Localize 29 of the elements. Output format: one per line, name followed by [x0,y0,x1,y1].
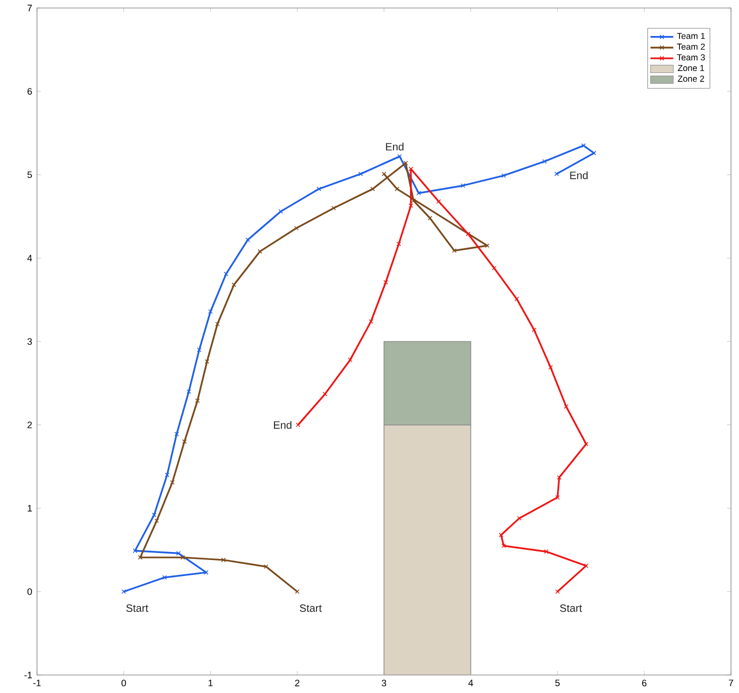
x-tick-label: 5 [555,680,560,686]
x-tick-label: 3 [382,680,386,686]
y-tick-label: 6 [28,88,32,95]
x-tick-label: 2 [295,680,300,686]
annotation: End [274,420,292,429]
legend-label: Team 2 [677,44,705,50]
annotation: Start [560,604,582,612]
legend-label: Team 1 [677,32,705,39]
annotation: End [386,142,404,151]
legend-label: Zone 1 [678,65,704,72]
annotation: Start [300,604,322,612]
x-tick-label: 0 [122,680,126,686]
legend-label: Team 3 [677,54,705,60]
y-tick-label: 1 [28,505,32,512]
annotation: Start [126,604,148,612]
y-tick-label: 5 [27,171,32,178]
x-tick-label: 6 [642,680,646,686]
y-tick-label: -1 [24,672,32,678]
x-tick-label: 4 [468,680,474,686]
y-tick-label: 7 [28,4,32,12]
annotation: End [570,171,588,180]
x-tick-label: 7 [728,680,734,686]
y-tick-label: 2 [28,422,32,428]
legend-label: Zone 2 [678,76,704,82]
y-tick-label: 4 [27,254,32,262]
y-tick-label: 0 [27,588,32,595]
x-tick-label: -1 [33,680,41,686]
y-tick-label: 3 [27,338,32,345]
x-tick-label: 1 [208,680,213,686]
